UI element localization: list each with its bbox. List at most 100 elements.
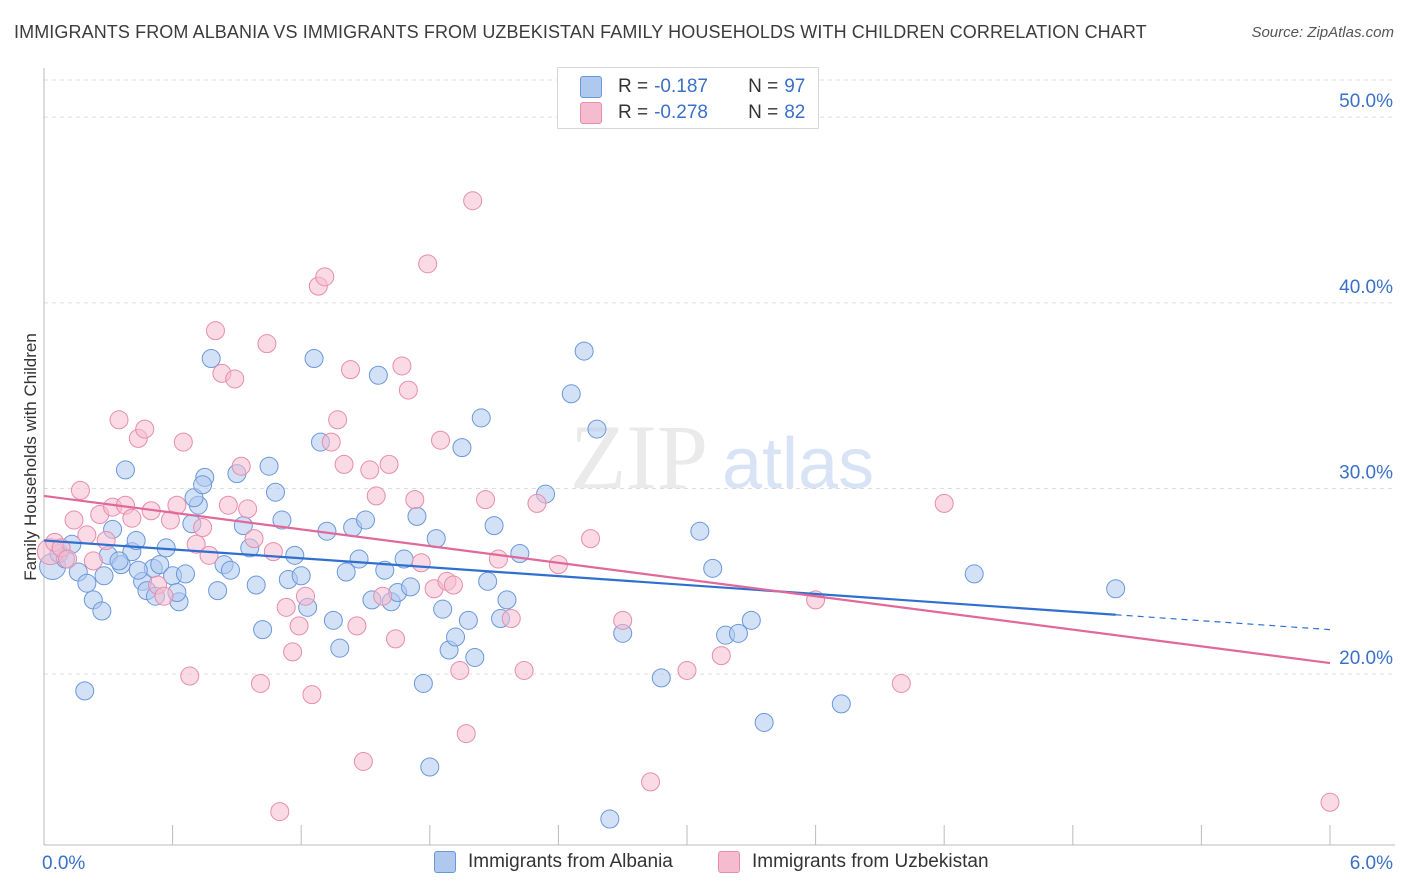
uzbekistan-point: [257, 334, 277, 354]
uzbekistan-point: [360, 460, 380, 480]
uzbekistan-point: [199, 545, 219, 565]
uzbekistan-point: [431, 430, 451, 450]
uzbekistan-point: [270, 802, 290, 822]
uzbekistan-point: [154, 586, 174, 606]
uzbekistan-point: [315, 267, 335, 287]
uzbekistan-point: [1320, 792, 1340, 812]
albania-point: [330, 638, 350, 658]
uzbekistan-point: [456, 724, 476, 744]
uzbekistan-point: [295, 586, 315, 606]
correlation-legend: R = -0.187 N = 97 R = -0.278 N = 82: [557, 67, 819, 129]
albania-point: [265, 482, 285, 502]
trend-lines: [43, 494, 1331, 665]
uzbekistan-point: [173, 432, 193, 452]
r-label: R =: [618, 76, 649, 97]
albania-point: [703, 558, 723, 578]
albania-point: [150, 555, 170, 575]
tick-labels: 20.0% 30.0% 40.0% 50.0% 0.0% 6.0%: [42, 91, 1393, 874]
uzbekistan-point: [398, 380, 418, 400]
uzbekistan-point: [581, 529, 601, 549]
uzbekistan-point: [328, 410, 348, 430]
albania-point: [1106, 579, 1126, 599]
y-tick-label: 20.0%: [1339, 648, 1393, 669]
albania-point: [272, 510, 292, 530]
uzbekistan-point: [250, 673, 270, 693]
albania-point: [220, 560, 240, 580]
uzbekistan-point: [263, 542, 283, 562]
uzbekistan-point: [340, 360, 360, 380]
albania-swatch: [580, 76, 602, 98]
albania-point: [754, 712, 774, 732]
uzbekistan-point: [58, 549, 78, 569]
uzbekistan-point: [96, 530, 116, 550]
watermark-atlas: atlas: [722, 424, 874, 504]
uzbekistan-point: [514, 660, 534, 680]
uzbekistan-point: [476, 490, 496, 510]
uzbekistan-point: [711, 646, 731, 666]
albania-legend-swatch: [434, 851, 456, 873]
uzbekistan-point: [283, 642, 303, 662]
uzbekistan-point: [405, 490, 425, 510]
uzbekistan-point: [244, 529, 264, 549]
albania-point: [128, 560, 148, 580]
albania-point: [77, 573, 97, 593]
y-tick-label: 50.0%: [1339, 91, 1393, 112]
albania-point: [375, 560, 395, 580]
albania-point: [304, 349, 324, 369]
gridlines: [44, 79, 1395, 675]
uzbekistan-point: [64, 510, 84, 530]
uzbekistan-point: [677, 660, 697, 680]
chart-source: Source: ZipAtlas.com: [1251, 24, 1394, 41]
uzbekistan-swatch: [580, 102, 602, 124]
albania-point: [426, 529, 446, 549]
albania-point: [92, 601, 112, 621]
albania-point: [651, 668, 671, 688]
albania-point: [561, 384, 581, 404]
albania-point: [465, 647, 485, 667]
albania-point: [407, 506, 427, 526]
uzbekistan-point: [334, 454, 354, 474]
albania-point: [574, 341, 594, 361]
albania-point: [420, 757, 440, 777]
albania-point: [208, 581, 228, 601]
albania-point: [690, 521, 710, 541]
uzbekistan-point: [366, 486, 386, 506]
albania-point: [964, 564, 984, 584]
albania-point: [433, 599, 453, 619]
uzbekistan-point: [109, 410, 129, 430]
legend-item-uzbekistan[interactable]: Immigrants from Uzbekistan: [718, 851, 989, 873]
albania-point: [201, 349, 221, 369]
uzbekistan-legend-swatch: [718, 851, 740, 873]
albania-legend-label: Immigrants from Albania: [468, 851, 673, 872]
y-axis-label: Family Households with Children: [21, 333, 40, 581]
uzbekistan-point: [276, 597, 296, 617]
albania-point: [478, 571, 498, 591]
albania-point: [413, 673, 433, 693]
albania-point: [452, 438, 472, 458]
uzbekistan-point: [83, 551, 103, 571]
albania-point: [253, 620, 273, 640]
albania-point: [291, 566, 311, 586]
albania-point: [336, 562, 356, 582]
albania-point: [401, 577, 421, 597]
n-label: N =: [748, 102, 779, 123]
uzbekistan-point: [392, 356, 412, 376]
r-value: -0.187: [654, 76, 708, 97]
uzbekistan-point: [135, 419, 155, 439]
uzbekistan-point: [353, 751, 373, 771]
legend-item-albania[interactable]: Immigrants from Albania: [434, 851, 673, 873]
albania-point: [193, 475, 213, 495]
uzbekistan-point: [411, 553, 431, 573]
uzbekistan-point: [289, 616, 309, 636]
albania-point: [741, 610, 761, 630]
uzbekistan-point: [527, 493, 547, 513]
uzbekistan-point: [77, 525, 97, 545]
n-value: 97: [784, 76, 806, 97]
uzbekistan-point: [347, 616, 367, 636]
albania-point: [587, 419, 607, 439]
uzbekistan-point: [450, 660, 470, 680]
albania-point: [115, 460, 135, 480]
r-value: -0.278: [654, 102, 708, 123]
uzbekistan-point: [418, 254, 438, 274]
